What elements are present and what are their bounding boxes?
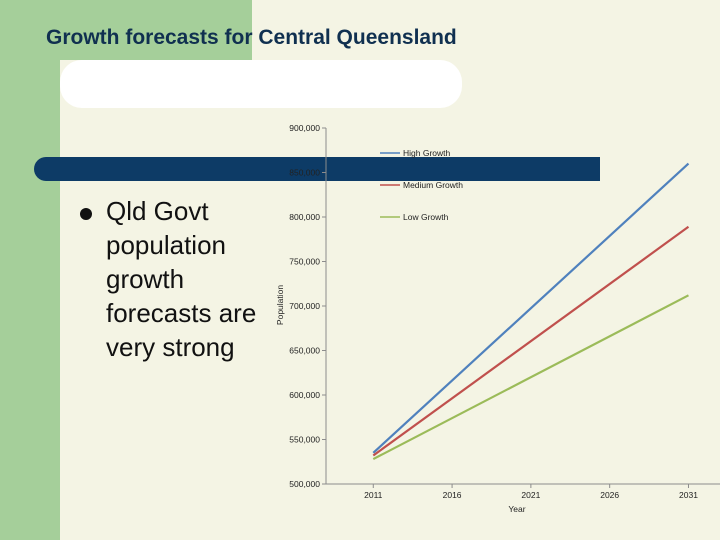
y-tick-label: 750,000 [289,257,320,267]
x-tick-label: 2016 [443,490,462,500]
header-accent [60,0,252,60]
x-tick-label: 2031 [679,490,698,500]
sidebar-accent [0,0,60,540]
series-line-low-growth [372,294,689,461]
y-axis-title: Population [275,285,285,325]
x-tick-label: 2026 [600,490,619,500]
y-tick-label: 850,000 [289,168,320,178]
series-lines [372,162,690,461]
legend-label: Medium Growth [403,180,463,190]
legend-label: Low Growth [403,212,449,222]
y-tick-label: 800,000 [289,212,320,222]
x-axis-title: Year [508,504,525,514]
y-tick-label: 900,000 [289,123,320,133]
y-tick-label: 600,000 [289,390,320,400]
x-axis: 2011 2016 2021 2026 2031 [326,483,720,500]
header-background [252,0,720,60]
white-pill-banner [60,60,462,108]
legend-label: High Growth [403,148,451,158]
slide-background [60,60,720,540]
y-tick-label: 500,000 [289,479,320,489]
series-line-medium-growth [372,225,690,457]
navy-band [34,157,600,181]
legend: High Growth Medium Growth Low Growth [380,148,463,222]
slide-title: Growth forecasts for Central Queensland [46,26,457,49]
x-tick-label: 2021 [521,490,540,500]
bullet-text: Qld Govt population growth forecasts are… [106,196,257,362]
bullet-dot-icon [80,208,92,220]
y-tick-label: 550,000 [289,435,320,445]
y-tick-label: 650,000 [289,346,320,356]
y-axis: 500,000 550,000 600,000 650,000 700,000 750,0… [289,123,327,489]
series-line-high-growth [372,162,690,454]
x-tick-label: 2011 [364,490,383,500]
y-tick-label: 700,000 [289,301,320,311]
